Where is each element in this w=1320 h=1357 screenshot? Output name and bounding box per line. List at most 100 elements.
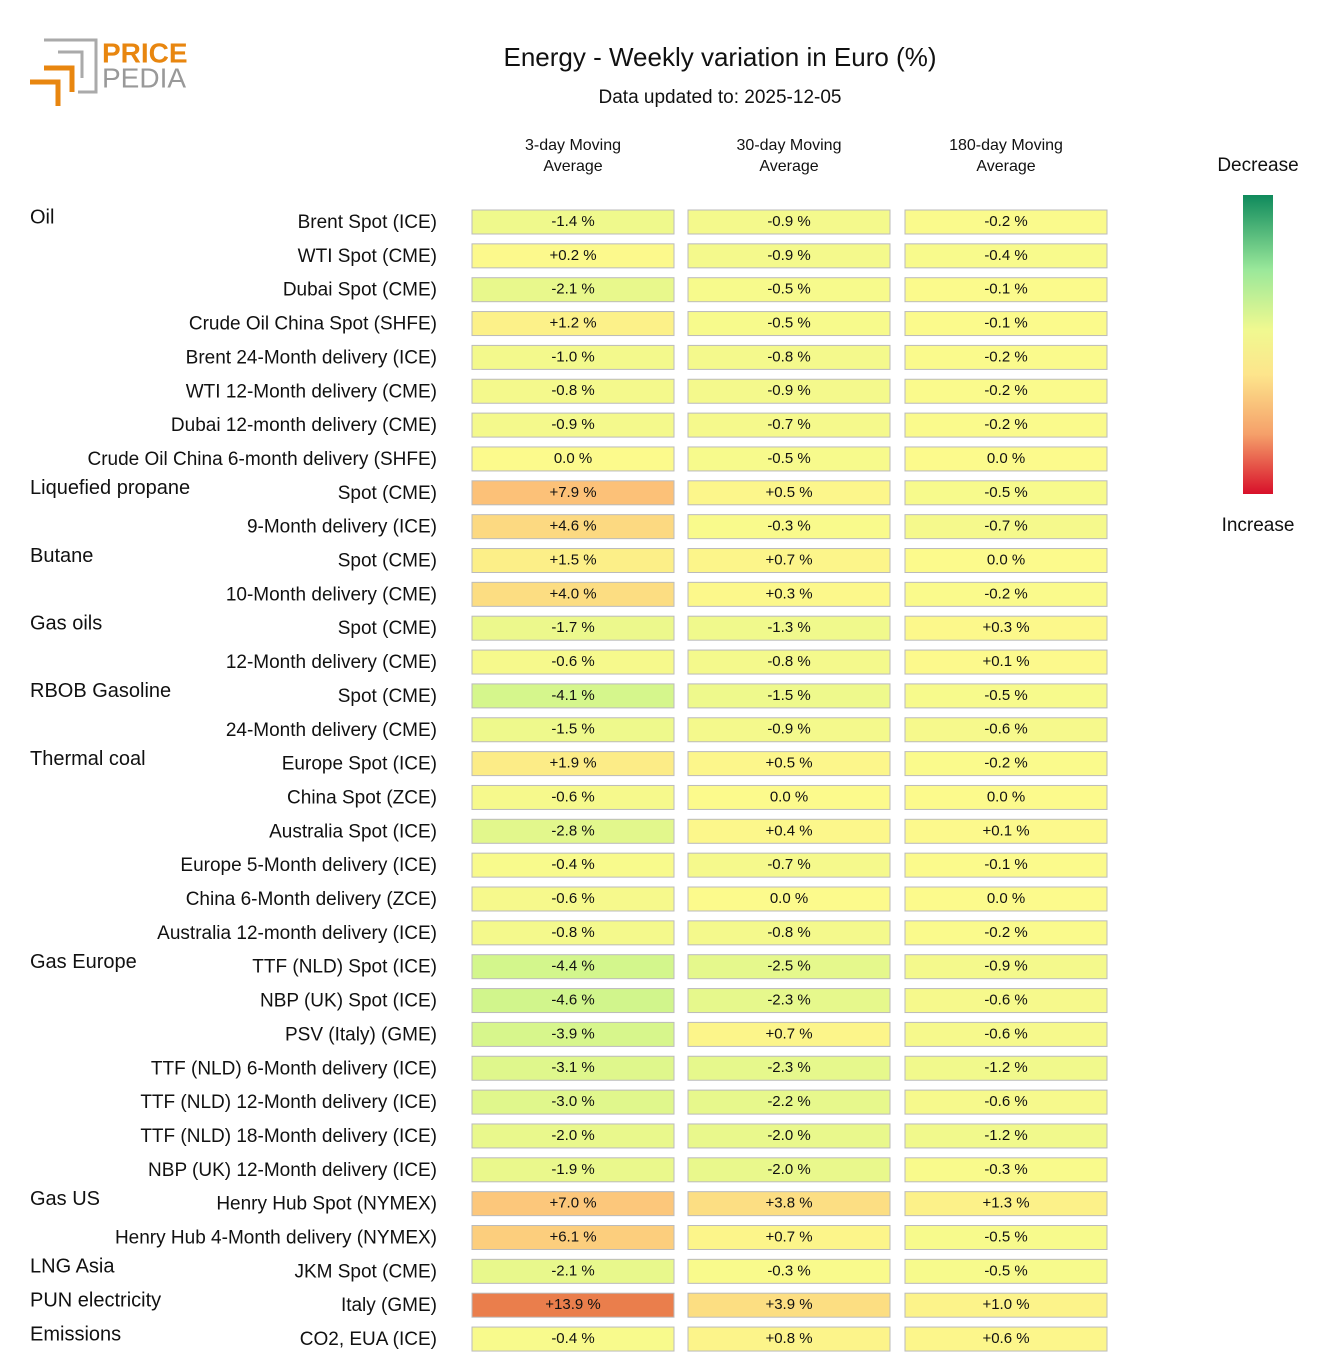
- cell: [471, 784, 675, 810]
- cell-value: -1.4 %: [551, 213, 594, 230]
- row-label: CO2, EUA (ICE): [300, 1329, 437, 1350]
- cell: [904, 852, 1108, 878]
- cell: [904, 1123, 1108, 1149]
- cell-value: -0.7 %: [984, 518, 1027, 535]
- row-label: Crude Oil China Spot (SHFE): [189, 314, 437, 335]
- cell-value: -2.0 %: [767, 1161, 810, 1178]
- row-label: Italy (GME): [341, 1295, 437, 1316]
- cell: [471, 480, 675, 506]
- cell-value: -0.6 %: [984, 992, 1027, 1009]
- cell: [687, 920, 891, 946]
- group-label: RBOB Gasoline: [30, 680, 171, 702]
- cell: [687, 412, 891, 438]
- cell-value: +1.5 %: [549, 551, 596, 568]
- cell: [687, 1157, 891, 1183]
- cell-value: -0.3 %: [767, 518, 810, 535]
- row-label: China 6-Month delivery (ZCE): [186, 889, 437, 910]
- cell-value: -0.4 %: [984, 247, 1027, 264]
- cell: [904, 548, 1108, 573]
- group-label: Oil: [30, 206, 54, 228]
- cell: [471, 1123, 675, 1149]
- cell-value: +0.1 %: [982, 822, 1029, 839]
- cell-value: -0.9 %: [767, 213, 810, 230]
- cell-value: -0.4 %: [551, 856, 594, 873]
- cell-value: -0.8 %: [767, 924, 810, 941]
- cell: [904, 1089, 1108, 1115]
- cell-value: -0.6 %: [551, 653, 594, 670]
- cell: [687, 1326, 891, 1352]
- cell: [687, 378, 891, 404]
- cell: [471, 1225, 675, 1250]
- row-label: Brent Spot (ICE): [298, 212, 437, 233]
- cell-value: -4.1 %: [551, 687, 594, 704]
- cell-value: -0.1 %: [984, 315, 1027, 332]
- group-label: Gas Europe: [30, 951, 137, 973]
- row-label: Europe 5-Month delivery (ICE): [180, 855, 437, 876]
- cell-value: -2.0 %: [551, 1127, 594, 1144]
- cell-value: 0.0 %: [987, 450, 1025, 467]
- cell-value: -0.1 %: [984, 281, 1027, 298]
- cell: [904, 209, 1108, 235]
- cell-value: -2.0 %: [767, 1127, 810, 1144]
- cell: [687, 683, 891, 709]
- cell: [904, 344, 1108, 370]
- cell: [471, 1292, 675, 1318]
- cell: [687, 1123, 891, 1149]
- row-label: 24-Month delivery (CME): [226, 720, 437, 741]
- cell: [471, 1021, 675, 1047]
- cell: [687, 818, 891, 844]
- cell-value: -3.1 %: [551, 1059, 594, 1076]
- cell: [471, 1157, 675, 1183]
- column-header: 3-day Moving: [525, 137, 621, 154]
- cell: [687, 717, 891, 743]
- row-label: 12-Month delivery (CME): [226, 652, 437, 673]
- cell-value: +1.0 %: [982, 1296, 1029, 1313]
- row-label: Spot (CME): [338, 483, 437, 504]
- cell: [471, 1055, 675, 1081]
- cell: [687, 277, 891, 303]
- cell: [471, 344, 675, 370]
- cell: [471, 548, 675, 573]
- row-label: TTF (NLD) Spot (ICE): [252, 957, 437, 978]
- cell-value: -0.5 %: [984, 687, 1027, 704]
- cell: [687, 1292, 891, 1318]
- cell: [471, 243, 675, 269]
- cell-value: 0.0 %: [770, 788, 808, 805]
- cell: [687, 988, 891, 1014]
- cell: [687, 1089, 891, 1115]
- row-label: Spot (CME): [338, 551, 437, 572]
- cell-value: -1.0 %: [551, 348, 594, 365]
- cell-value: -0.5 %: [984, 1262, 1027, 1279]
- cell: [687, 581, 891, 607]
- cell-value: +0.7 %: [765, 1025, 812, 1042]
- cell: [471, 717, 675, 743]
- cell-value: -4.4 %: [551, 958, 594, 975]
- row-label: Crude Oil China 6-month delivery (SHFE): [87, 449, 437, 470]
- cell-value: -0.9 %: [551, 416, 594, 433]
- cell: [471, 1089, 675, 1115]
- cell: [471, 649, 675, 675]
- cell-value: +6.1 %: [549, 1228, 596, 1245]
- cell-value: -1.7 %: [551, 619, 594, 636]
- cell: [904, 886, 1108, 912]
- cell: [904, 1225, 1108, 1250]
- group-label: Emissions: [30, 1323, 121, 1345]
- cell-value: -0.6 %: [551, 890, 594, 907]
- cell-value: -0.1 %: [984, 856, 1027, 873]
- cell: [471, 1258, 675, 1284]
- cell: [471, 852, 675, 878]
- cell: [687, 1258, 891, 1284]
- cell-value: -2.2 %: [767, 1093, 810, 1110]
- cell: [687, 446, 891, 472]
- cell: [904, 683, 1108, 709]
- cell-value: -2.3 %: [767, 992, 810, 1009]
- cell-value: -0.5 %: [767, 315, 810, 332]
- cell-value: 0.0 %: [554, 450, 592, 467]
- row-label: TTF (NLD) 6-Month delivery (ICE): [151, 1058, 437, 1079]
- cell: [471, 818, 675, 844]
- cell-value: -3.9 %: [551, 1025, 594, 1042]
- cell-value: -4.6 %: [551, 992, 594, 1009]
- group-label: Butane: [30, 545, 93, 567]
- cell: [471, 209, 675, 235]
